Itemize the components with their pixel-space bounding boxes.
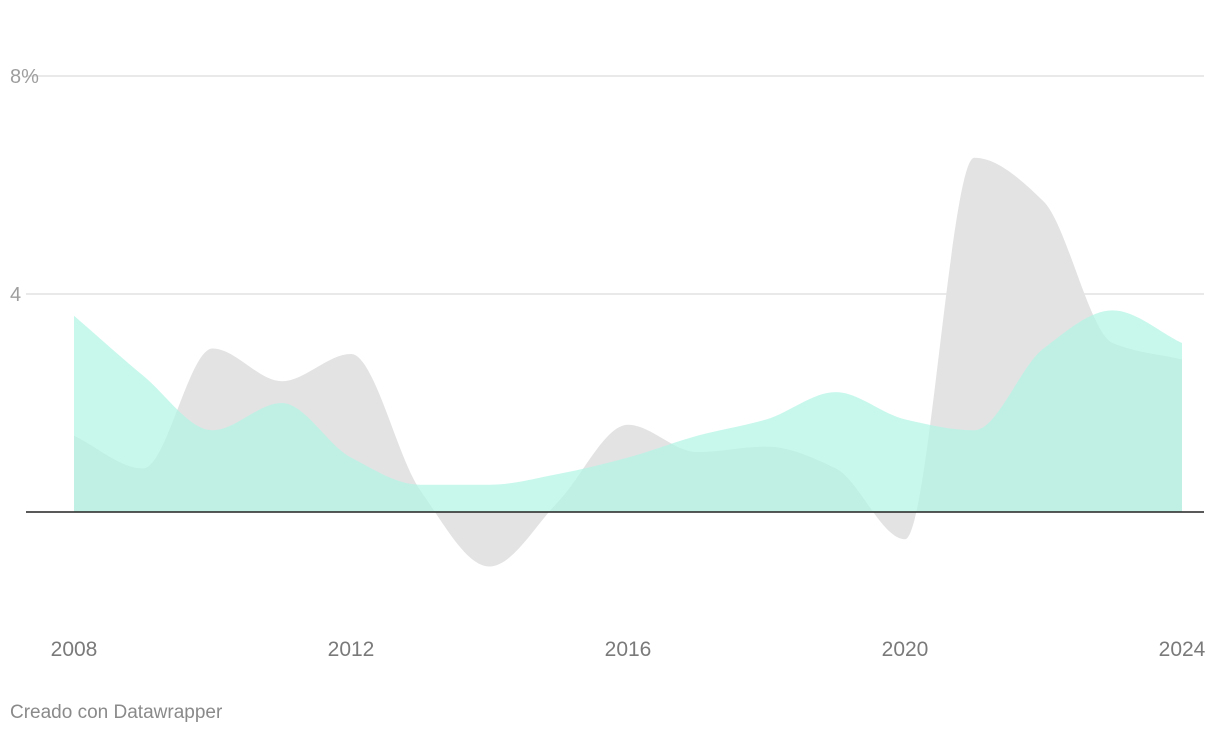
area-series-2 bbox=[74, 310, 1182, 512]
x-tick-label: 2016 bbox=[605, 638, 652, 661]
area-series bbox=[74, 157, 1182, 567]
y-tick-label: 4 bbox=[10, 284, 21, 306]
x-tick-label: 2008 bbox=[51, 638, 98, 661]
x-tick-label: 2024 bbox=[1159, 638, 1206, 661]
x-tick-label: 2020 bbox=[882, 638, 929, 661]
x-tick-label: 2012 bbox=[328, 638, 375, 661]
x-axis-ticks: 2008 2012 2016 2020 2024 bbox=[51, 638, 1206, 661]
datawrapper-credit[interactable]: Creado con Datawrapper bbox=[10, 702, 223, 723]
y-axis-ticks: 8% 4 bbox=[10, 66, 39, 306]
y-tick-label: 8% bbox=[10, 66, 39, 88]
